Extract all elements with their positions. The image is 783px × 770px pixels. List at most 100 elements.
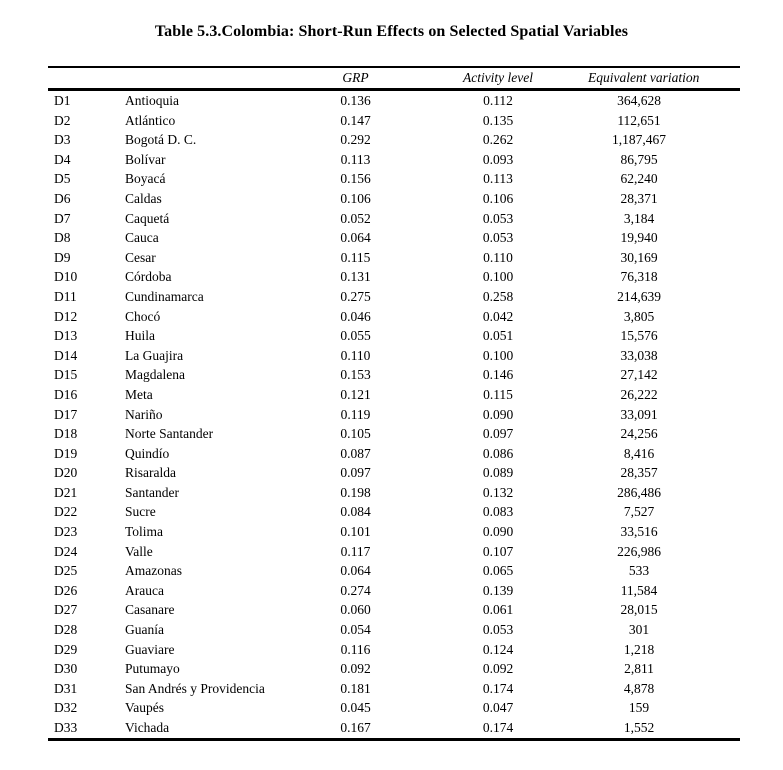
table-row: D12 Chocó 0.046 0.042 3,805 <box>48 307 740 327</box>
row-activity-level-value: 0.053 <box>482 230 514 246</box>
row-department-name: Meta <box>125 386 153 402</box>
row-equivalent-variation-value: 62,240 <box>620 171 658 187</box>
row-activity-level-value: 0.093 <box>482 151 514 167</box>
row-grp-value: 0.117 <box>340 543 371 559</box>
row-code: D9 <box>54 249 71 265</box>
row-department-name: Vaupés <box>125 700 164 716</box>
row-department-name: La Guajira <box>125 347 184 363</box>
row-department-name: Arauca <box>125 582 164 598</box>
row-grp-value: 0.116 <box>340 641 371 657</box>
row-code: D5 <box>54 171 71 187</box>
row-activity-level-value: 0.174 <box>482 720 514 735</box>
row-code: D24 <box>54 543 78 559</box>
row-code: D18 <box>54 426 78 442</box>
row-grp-value: 0.147 <box>340 112 371 128</box>
row-code: D13 <box>54 328 78 344</box>
row-grp-value: 0.054 <box>340 622 371 638</box>
row-activity-level-value: 0.089 <box>482 465 514 481</box>
row-activity-level-value: 0.053 <box>482 210 514 226</box>
table-row: D21 Santander 0.198 0.132 286,486 <box>48 483 740 503</box>
row-equivalent-variation-value: 26,222 <box>620 386 658 402</box>
row-equivalent-variation-value: 28,357 <box>620 465 658 481</box>
row-activity-level-value: 0.115 <box>483 386 513 402</box>
row-activity-level-value: 0.065 <box>482 563 514 579</box>
row-department-name: San Andrés y Providencia <box>125 680 265 696</box>
row-department-name: Norte Santander <box>125 426 214 442</box>
row-activity-level-value: 0.083 <box>482 504 514 520</box>
row-department-name: Caldas <box>125 190 162 206</box>
row-activity-level-value: 0.258 <box>482 288 514 304</box>
header-code <box>48 67 125 91</box>
table-row: D32 Vaupés 0.045 0.047 159 <box>48 698 740 718</box>
row-grp-value: 0.084 <box>340 504 371 520</box>
row-department-name: Vichada <box>125 720 170 735</box>
row-department-name: Magdalena <box>125 367 185 383</box>
row-activity-level-value: 0.100 <box>482 347 514 363</box>
row-activity-level-value: 0.113 <box>483 171 513 187</box>
row-activity-level-value: 0.110 <box>483 249 513 265</box>
row-equivalent-variation-value: 8,416 <box>623 445 655 461</box>
row-department-name: Caquetá <box>125 210 170 226</box>
table-row: D5 Boyacá 0.156 0.113 62,240 <box>48 169 740 189</box>
table-row: D17 Nariño 0.119 0.090 33,091 <box>48 405 740 425</box>
row-code: D10 <box>54 269 78 285</box>
row-grp-value: 0.110 <box>340 347 371 363</box>
row-grp-value: 0.045 <box>340 700 371 716</box>
table-row: D31 San Andrés y Providencia 0.181 0.174 4,8… <box>48 679 740 699</box>
row-code: D33 <box>54 720 78 735</box>
row-equivalent-variation-value: 27,142 <box>620 367 658 383</box>
row-department-name: Guaviare <box>125 641 175 657</box>
row-code: D26 <box>54 582 78 598</box>
row-grp-value: 0.121 <box>340 386 371 402</box>
header-row: GRP Activity level Equivalent variation <box>48 67 740 91</box>
header-equivalent-variation: Equivalent variation <box>588 67 740 91</box>
row-equivalent-variation-value: 533 <box>628 563 650 579</box>
table-row: D10 Córdoba 0.131 0.100 76,318 <box>48 267 740 287</box>
table-row: D25 Amazonas 0.064 0.065 533 <box>48 561 740 581</box>
table-caption: Table 5.3.Colombia: Short-Run Effects on… <box>154 23 629 40</box>
row-activity-level-value: 0.174 <box>482 680 514 696</box>
spatial-variables-table: GRP Activity level Equivalent variation … <box>48 66 740 741</box>
row-equivalent-variation-value: 33,516 <box>620 524 658 540</box>
row-department-name: Bogotá D. C. <box>125 132 197 148</box>
row-grp-value: 0.198 <box>340 484 371 500</box>
table-row: D2 Atlántico 0.147 0.135 112,651 <box>48 111 740 131</box>
row-code: D6 <box>54 190 71 206</box>
row-equivalent-variation-value: 24,256 <box>620 426 658 442</box>
table-row: D26 Arauca 0.274 0.139 11,584 <box>48 581 740 601</box>
table-row: D20 Risaralda 0.097 0.089 28,357 <box>48 463 740 483</box>
row-code: D11 <box>54 288 77 304</box>
table-row: D29 Guaviare 0.116 0.124 1,218 <box>48 640 740 660</box>
row-code: D31 <box>54 680 78 696</box>
row-grp-value: 0.105 <box>340 426 371 442</box>
table-row: D27 Casanare 0.060 0.061 28,015 <box>48 600 740 620</box>
row-department-name: Nariño <box>125 406 163 422</box>
table-row: D24 Valle 0.117 0.107 226,986 <box>48 542 740 562</box>
table-row: D15 Magdalena 0.153 0.146 27,142 <box>48 365 740 385</box>
table-row: D22 Sucre 0.084 0.083 7,527 <box>48 502 740 522</box>
row-equivalent-variation-value: 86,795 <box>620 151 658 167</box>
row-code: D19 <box>54 445 78 461</box>
row-department-name: Putumayo <box>125 661 180 677</box>
row-grp-value: 0.097 <box>340 465 371 481</box>
table-row: D19 Quindío 0.087 0.086 8,416 <box>48 444 740 464</box>
row-activity-level-value: 0.086 <box>482 445 514 461</box>
row-code: D2 <box>54 112 71 128</box>
header-name <box>125 67 303 91</box>
row-code: D29 <box>54 641 78 657</box>
row-equivalent-variation-value: 76,318 <box>620 269 658 285</box>
row-activity-level-value: 0.262 <box>482 132 514 148</box>
row-equivalent-variation-value: 19,940 <box>620 230 658 246</box>
row-activity-level-value: 0.139 <box>482 582 514 598</box>
row-department-name: Sucre <box>125 504 156 520</box>
row-activity-level-value: 0.092 <box>482 661 514 677</box>
table-row: D30 Putumayo 0.092 0.092 2,811 <box>48 659 740 679</box>
row-equivalent-variation-value: 33,091 <box>620 406 658 422</box>
row-equivalent-variation-value: 3,184 <box>623 210 655 226</box>
row-code: D27 <box>54 602 78 618</box>
row-department-name: Guanía <box>125 622 164 638</box>
row-equivalent-variation-value: 7,527 <box>623 504 655 520</box>
row-grp-value: 0.131 <box>340 269 371 285</box>
row-equivalent-variation-value: 33,038 <box>620 347 658 363</box>
